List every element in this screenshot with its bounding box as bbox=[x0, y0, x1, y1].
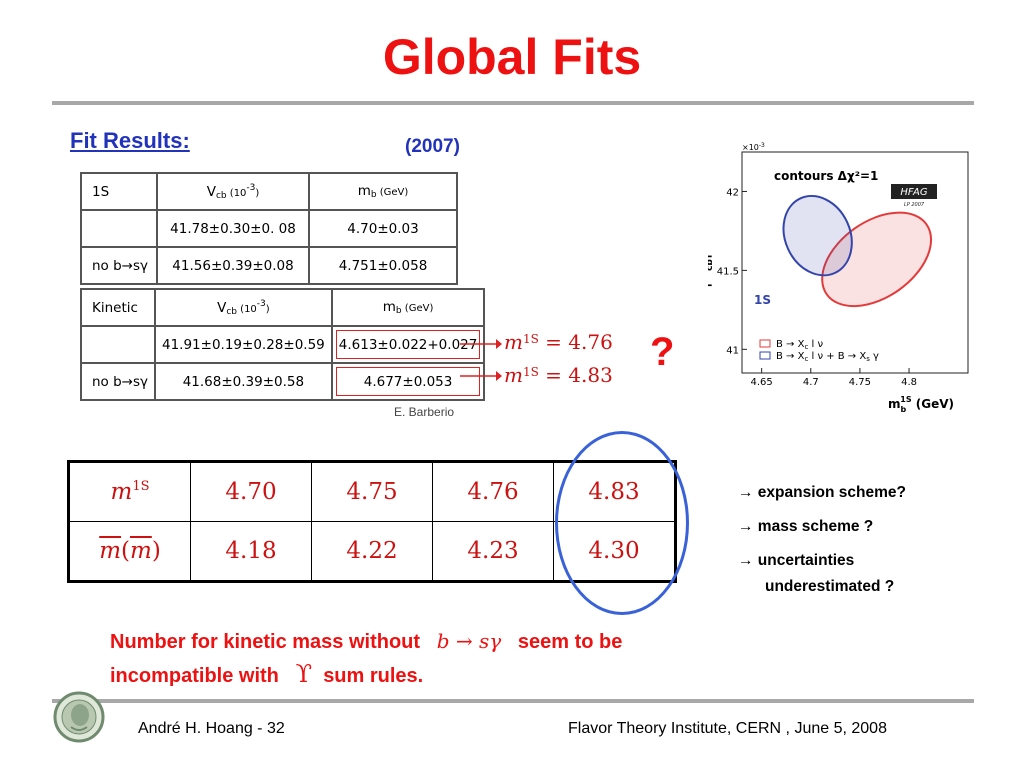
bullet-item: → mass scheme ? bbox=[738, 518, 874, 535]
hfag-logo-text: HFAG bbox=[900, 187, 928, 198]
arrow-2 bbox=[460, 371, 502, 381]
highlighted-cell: 4.677±0.053 bbox=[330, 362, 486, 401]
hfag-logo bbox=[891, 184, 937, 199]
y-axis-label: |Vcb| bbox=[708, 254, 715, 288]
highlight-ellipse bbox=[555, 431, 689, 615]
comparison-row-label-msbar: m(m) bbox=[68, 521, 191, 582]
table-cell: 4.751±0.058 bbox=[308, 246, 458, 285]
top-divider bbox=[52, 101, 974, 105]
bullet-list: → expansion scheme? → mass scheme ? → un… bbox=[738, 480, 906, 600]
highlighted-cell: 4.613±0.022+0.027 bbox=[330, 325, 486, 364]
footer-author: André H. Hoang - 32 bbox=[138, 720, 285, 737]
table-cell: 4.23 bbox=[432, 521, 554, 582]
table-cell: 4.22 bbox=[311, 521, 433, 582]
semileptonic-contour bbox=[821, 211, 933, 308]
plot-legend: B → Xc l ν B → Xc l ν + B → Xs γ bbox=[759, 339, 879, 363]
plot-exponent: ×10-3 bbox=[742, 142, 765, 152]
slide-title: Global Fits bbox=[382, 29, 642, 85]
table-1s-scheme: 1S bbox=[80, 172, 158, 211]
x-axis-label: mb1S (GeV) bbox=[888, 395, 954, 414]
contour-plot: 4.65 4.7 4.75 4.8 42 41.5 41 ×10-3 contours Δχ… bbox=[694, 140, 970, 418]
contour-label: contours Δχ²=1 bbox=[774, 169, 878, 183]
x-tick-label: 4.75 bbox=[849, 377, 871, 388]
table-cell: 41.68±0.39±0.58 bbox=[154, 362, 333, 401]
footer-venue: Flavor Theory Institute, CERN , June 5, … bbox=[568, 720, 887, 737]
hfag-logo-subtext: LP 2007 bbox=[904, 202, 925, 208]
bullet-item: → uncertainties bbox=[738, 552, 855, 569]
y-tick-label: 41.5 bbox=[717, 266, 739, 277]
table-cell bbox=[80, 209, 158, 248]
table-cell: no b→sγ bbox=[80, 362, 156, 401]
bottom-divider bbox=[52, 699, 974, 703]
table-kinetic-mb-header: mb (GeV) bbox=[330, 288, 486, 327]
table-cell: 4.70±0.03 bbox=[308, 209, 458, 248]
arrows-graphic bbox=[460, 339, 502, 381]
table-cell: 4.70 bbox=[190, 461, 312, 522]
table-1s: 1S Vcb (10-3) mb (GeV) 41.78±0.30±0. 08 … bbox=[80, 172, 458, 285]
plot-frame bbox=[741, 151, 969, 374]
table-cell bbox=[80, 325, 156, 364]
table-cell: 41.91±0.19±0.28±0.59 bbox=[154, 325, 333, 364]
y-tick-label: 42 bbox=[726, 187, 739, 198]
table-cell: 41.56±0.39±0.08 bbox=[156, 246, 310, 285]
arrow-1 bbox=[460, 339, 502, 349]
x-tick-label: 4.65 bbox=[751, 377, 773, 388]
year-label: (2007) bbox=[405, 136, 460, 157]
table-cell: 41.78±0.30±0. 08 bbox=[156, 209, 310, 248]
table-cell: 4.76 bbox=[432, 461, 554, 522]
arrow-label-2: m1S = 4.83 bbox=[504, 363, 613, 387]
attribution: E. Barberio bbox=[394, 405, 455, 419]
table-kinetic-scheme: Kinetic bbox=[80, 288, 156, 327]
bullet-item: → expansion scheme? bbox=[738, 484, 906, 501]
legend-entry: B → Xc l ν bbox=[776, 339, 823, 351]
legend-entry: B → Xc l ν + B → Xs γ bbox=[776, 351, 879, 363]
y-tick-label: 41 bbox=[726, 345, 739, 356]
arrow-label-1: m1S = 4.76 bbox=[504, 330, 613, 354]
table-cell: no b→sγ bbox=[80, 246, 158, 285]
legend-swatch bbox=[759, 351, 771, 360]
contour-plot-svg: 4.65 4.7 4.75 4.8 42 41.5 41 ×10-3 contours Δχ… bbox=[694, 142, 969, 414]
scheme-label: 1S bbox=[754, 293, 771, 307]
institute-seal-icon bbox=[53, 691, 105, 743]
conclusion-statement: Number for kinetic mass without b → sγ s… bbox=[110, 629, 623, 688]
combined-contour bbox=[782, 195, 853, 277]
fit-results-heading: Fit Results: bbox=[70, 128, 190, 153]
comparison-row-label-1s: m1S bbox=[68, 461, 191, 522]
table-1s-vcb-header: Vcb (10-3) bbox=[156, 172, 310, 211]
x-tick-label: 4.7 bbox=[803, 377, 819, 388]
table-kinetic-vcb-header: Vcb (10-3) bbox=[154, 288, 333, 327]
table-cell: 4.75 bbox=[311, 461, 433, 522]
question-mark: ? bbox=[650, 330, 675, 374]
table-kinetic: Kinetic Vcb (10-3) mb (GeV) 41.91±0.19±0… bbox=[80, 288, 486, 401]
x-tick-label: 4.8 bbox=[901, 377, 917, 388]
table-1s-mb-header: mb (GeV) bbox=[308, 172, 458, 211]
table-cell: 4.18 bbox=[190, 521, 312, 582]
bullet-item-continuation: underestimated ? bbox=[765, 578, 895, 595]
legend-swatch bbox=[759, 339, 771, 348]
